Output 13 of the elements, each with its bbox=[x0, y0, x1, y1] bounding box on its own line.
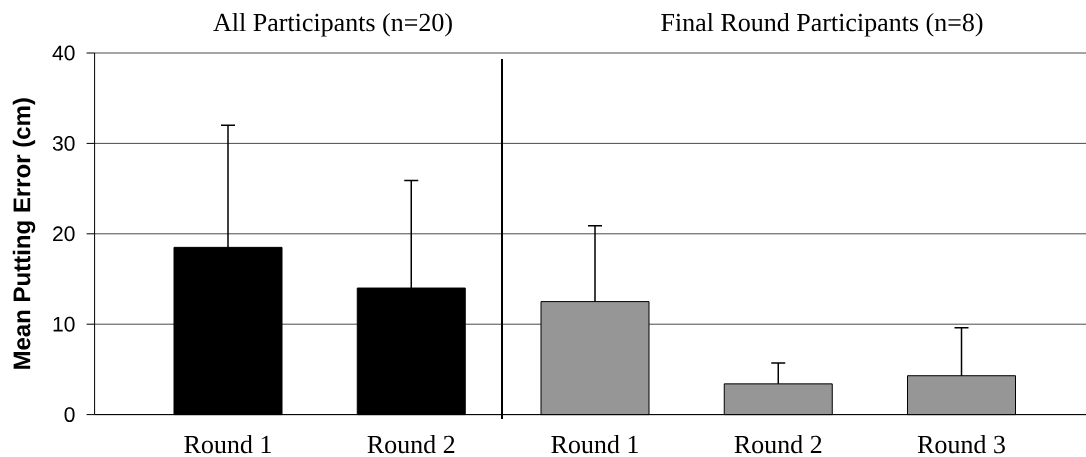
y-tick-label: 30 bbox=[52, 135, 75, 151]
y-tick-label: 40 bbox=[52, 45, 75, 61]
y-axis-title: Mean Putting Error (cm) bbox=[12, 98, 36, 369]
x-tick-label: Round 2 bbox=[367, 434, 455, 454]
chart-title: Final Round Participants (n=8) bbox=[661, 12, 983, 37]
chart-title: All Participants (n=20) bbox=[213, 12, 452, 37]
y-tick-label: 10 bbox=[53, 316, 75, 332]
x-tick-label: Round 1 bbox=[184, 434, 271, 454]
y-tick-label: 0 bbox=[64, 407, 75, 423]
x-tick-label: Round 3 bbox=[917, 434, 1005, 454]
x-tick-label: Round 1 bbox=[551, 434, 638, 454]
y-tick-label: 20 bbox=[53, 226, 75, 242]
x-tick-label: Round 2 bbox=[734, 434, 822, 454]
